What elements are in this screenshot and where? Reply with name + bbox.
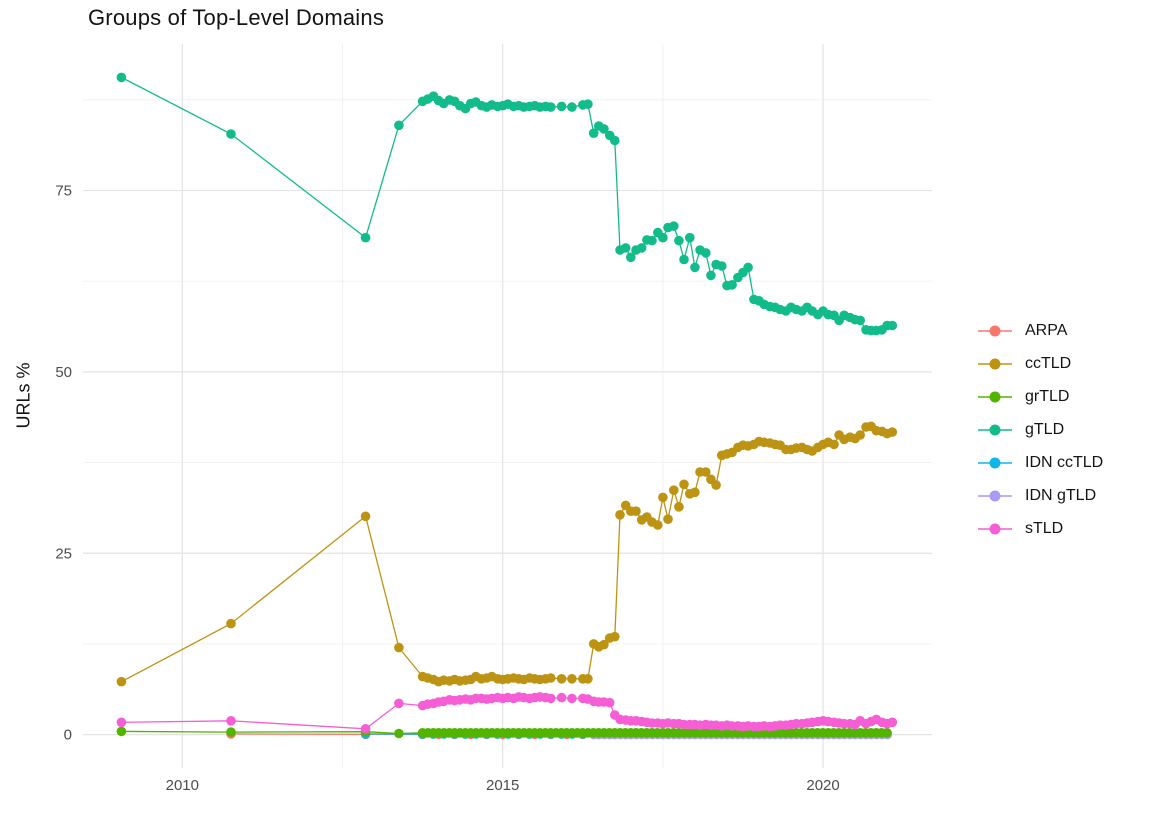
y-tick-label: 50 bbox=[55, 364, 72, 381]
series-grTLD-points bbox=[116, 726, 892, 739]
y-axis-tick-labels: 0 25 50 75 bbox=[55, 183, 72, 744]
legend-key-icon bbox=[978, 523, 1012, 534]
legend-key-icon bbox=[978, 424, 1012, 435]
legend-label: sTLD bbox=[1025, 519, 1064, 537]
x-tick-label: 2020 bbox=[806, 777, 839, 794]
x-tick-label: 2015 bbox=[486, 777, 519, 794]
legend-label: grTLD bbox=[1025, 387, 1070, 405]
legend-key-icon bbox=[978, 325, 1012, 336]
series-ccTLD-line bbox=[121, 425, 893, 683]
legend-item-gTLD: gTLD bbox=[978, 413, 1103, 446]
gridlines-minor bbox=[83, 44, 932, 768]
series-sTLD-points bbox=[116, 692, 898, 734]
legend-item-grTLD: grTLD bbox=[978, 380, 1103, 413]
legend-key-icon bbox=[978, 457, 1012, 468]
legend-item-ARPA: ARPA bbox=[978, 314, 1103, 347]
legend-key-icon bbox=[978, 358, 1012, 369]
legend: ARPA ccTLD grTLD gTLD IDN ccTLD IDN gTLD sTLD bbox=[978, 314, 1103, 545]
chart-title: Groups of Top-Level Domains bbox=[88, 5, 385, 30]
series-gTLD-line bbox=[121, 76, 893, 332]
legend-item-sTLD: sTLD bbox=[978, 512, 1103, 545]
y-tick-label: 0 bbox=[64, 727, 72, 744]
y-tick-label: 75 bbox=[55, 183, 72, 200]
legend-label: ccTLD bbox=[1025, 354, 1072, 372]
gridlines-major bbox=[83, 44, 932, 768]
legend-label: ARPA bbox=[1025, 321, 1068, 339]
legend-label: IDN ccTLD bbox=[1025, 453, 1104, 471]
series-gTLD-points bbox=[116, 72, 898, 336]
legend-item-IDN-gTLD: IDN gTLD bbox=[978, 479, 1103, 512]
legend-label: gTLD bbox=[1025, 420, 1065, 438]
legend-key-icon bbox=[978, 490, 1012, 501]
series-ccTLD-points bbox=[116, 421, 898, 687]
legend-label: IDN gTLD bbox=[1025, 486, 1097, 504]
x-axis-tick-labels: 2010 2015 2020 bbox=[166, 777, 840, 794]
legend-item-IDN-ccTLD: IDN ccTLD bbox=[978, 446, 1103, 479]
legend-key-icon bbox=[978, 391, 1012, 402]
x-tick-label: 2010 bbox=[166, 777, 199, 794]
y-tick-label: 25 bbox=[55, 545, 72, 562]
legend-item-ccTLD: ccTLD bbox=[978, 347, 1103, 380]
